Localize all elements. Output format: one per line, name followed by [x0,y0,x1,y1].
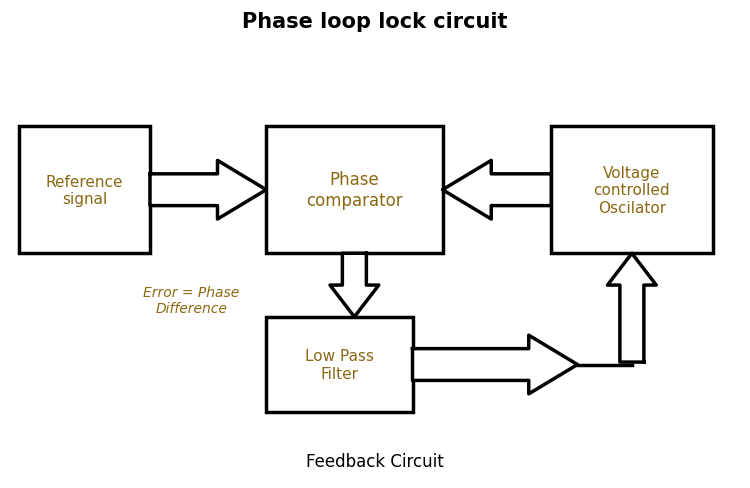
Polygon shape [413,336,578,394]
Text: Feedback Circuit: Feedback Circuit [306,452,444,470]
Text: Phase
comparator: Phase comparator [306,171,403,210]
Text: Reference
signal: Reference signal [46,174,123,206]
Bar [19,127,150,254]
Text: Low Pass
Filter: Low Pass Filter [304,348,374,381]
Polygon shape [442,161,551,220]
Bar [551,127,712,254]
Text: Error = Phase
Difference: Error = Phase Difference [143,285,239,315]
Bar [266,317,413,412]
Text: Voltage
controlled
Oscilator: Voltage controlled Oscilator [593,165,670,215]
Text: Phase loop lock circuit: Phase loop lock circuit [242,12,508,32]
Polygon shape [608,254,656,362]
Bar [266,127,442,254]
Polygon shape [150,161,266,220]
Polygon shape [330,254,379,317]
